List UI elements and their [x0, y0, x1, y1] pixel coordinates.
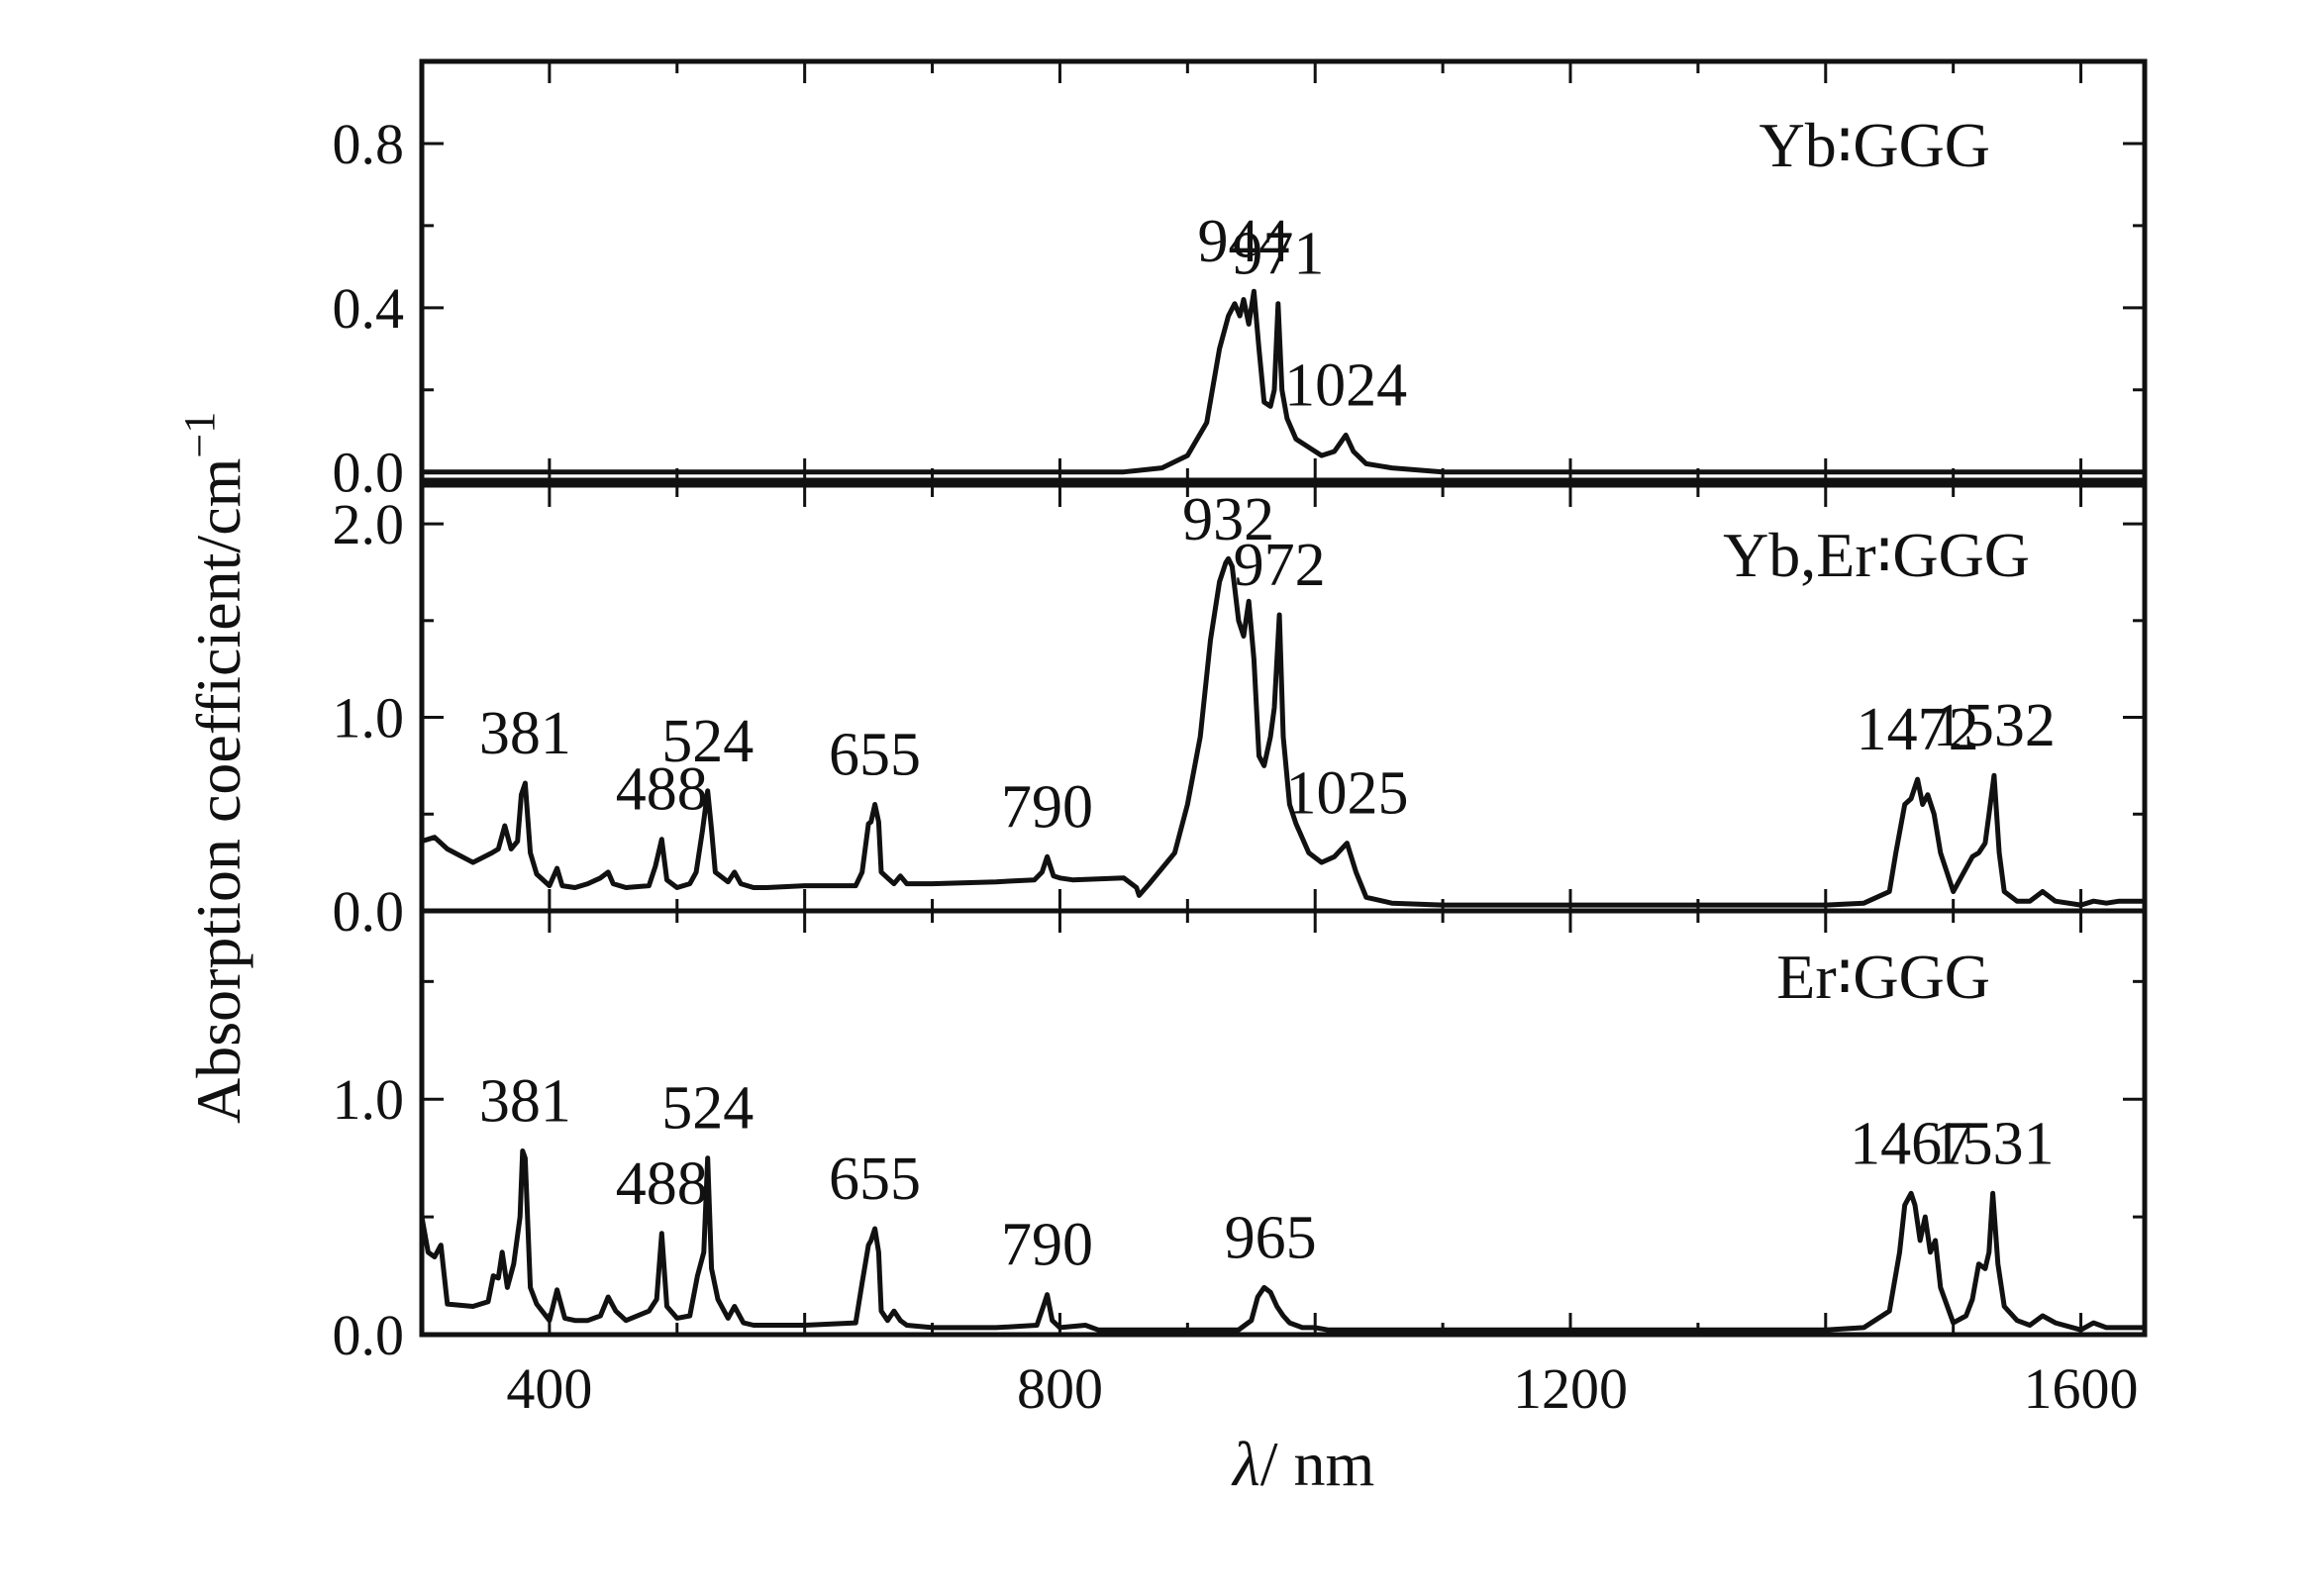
sample-label: Er∶GGG — [1776, 942, 1990, 1012]
y-axis-label: Absorption coefficient/cm−1 — [175, 412, 253, 1124]
peak-label: 524 — [661, 1075, 754, 1143]
peak-label: 944 — [1198, 208, 1290, 275]
y-tick-label: 0.0 — [333, 1303, 405, 1367]
y-axis-label-text: Absorption coefficient/cm — [183, 458, 253, 1124]
peak-label: 1025 — [1285, 760, 1408, 828]
peak-label: 932 — [1182, 486, 1274, 553]
y-tick-label: 0.0 — [333, 441, 405, 505]
peak-label: 1532 — [1933, 692, 2056, 759]
x-tick-label: 1600 — [2024, 1356, 2139, 1421]
x-tick-label: 400 — [506, 1356, 592, 1421]
peak-label: 381 — [479, 700, 571, 767]
peak-label: 972 — [1234, 532, 1326, 599]
peak-label: 1467 — [1850, 1110, 1972, 1177]
peak-label: 524 — [661, 708, 754, 775]
peak-label: 381 — [479, 1068, 571, 1136]
x-axis-label-variable: λ — [1231, 1429, 1260, 1499]
panel-frame — [419, 908, 2148, 1338]
spectrum-line-2 — [421, 555, 2145, 908]
peak-label: 790 — [1001, 1212, 1093, 1279]
x-tick-label: 800 — [1017, 1356, 1103, 1421]
x-axis-label: λ/ nm — [1231, 1429, 1374, 1499]
y-tick-label: 1.0 — [333, 1067, 405, 1132]
spectrum-line-1 — [422, 288, 2145, 475]
sample-label: Yb,Er∶GGG — [1723, 520, 2030, 590]
peak-label: 655 — [829, 722, 921, 789]
x-tick-label: 1200 — [1513, 1356, 1628, 1421]
peak-label: 790 — [1001, 773, 1093, 841]
sample-label: Yb∶GGG — [1759, 110, 1990, 180]
peak-label: 971 — [1232, 221, 1324, 288]
y-tick-label: 0.0 — [333, 879, 405, 944]
y-tick-label: 1.0 — [333, 686, 405, 750]
panel-frame — [419, 58, 2148, 483]
peak-label: 1472 — [1857, 696, 1979, 763]
peak-label: 488 — [616, 756, 708, 824]
y-axis-label-superscript: −1 — [175, 412, 224, 458]
peak-label: 488 — [616, 1150, 708, 1218]
spectrum-line-3 — [419, 1148, 2145, 1333]
peak-label: 655 — [829, 1146, 921, 1213]
x-axis-label-unit: / nm — [1260, 1429, 1375, 1499]
peak-label: 965 — [1225, 1204, 1317, 1271]
x-axis: 400 800 1200 1600 — [506, 1356, 2138, 1421]
peak-label: 1531 — [1932, 1110, 2055, 1177]
peak-label: 1024 — [1284, 351, 1407, 419]
y-tick-label: 0.8 — [333, 112, 405, 176]
y-tick-label: 0.4 — [333, 276, 405, 341]
y-tick-label: 2.0 — [333, 492, 405, 556]
